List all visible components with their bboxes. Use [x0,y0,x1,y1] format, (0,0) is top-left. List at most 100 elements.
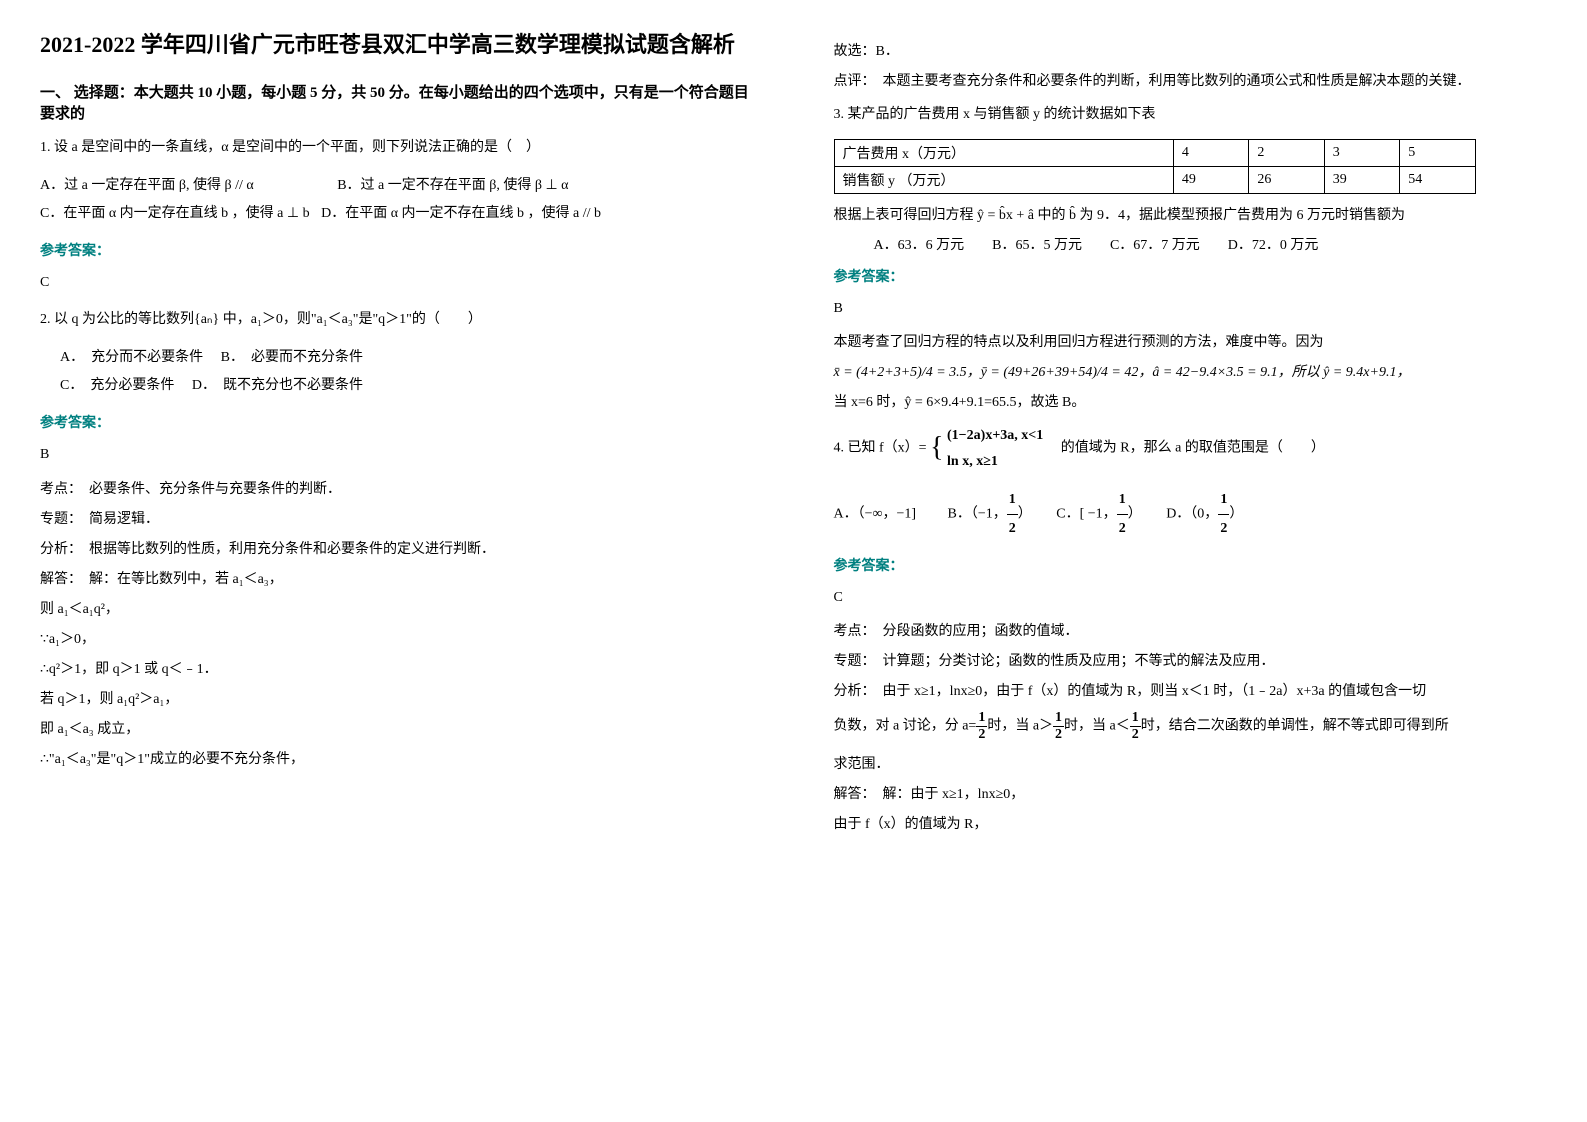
q4-stem: 4. 已知 f（x）= { (1−2a)x+3a, x<1 ln x, x≥1 … [834,423,1548,473]
piecewise: (1−2a)x+3a, x<1 ln x, x≥1 [947,423,1043,473]
q2-fenxi: 分析： 根据等比数列的性质，利用充分条件和必要条件的定义进行判断． [40,538,754,558]
kaodian-label: 考点： [834,624,869,639]
zhuanti-label: 专题： [40,512,75,527]
q4-jieda2: 由于 f（x）的值域为 R， [834,813,1548,833]
cell: 2 [1249,140,1324,167]
q2-kaodian: 考点： 必要条件、充分条件与充要条件的判断． [40,478,754,498]
q2-optC: C． 充分必要条件 [60,378,174,393]
q3-formula1: x̄ = (4+2+3+5)/4 = 3.5，ȳ = (49+26+39+54)… [834,361,1548,381]
den: 2 [1117,515,1128,543]
q2-optD: D． 既不充分也不必要条件 [192,378,363,393]
den: 2 [976,727,987,743]
q2-options: A． 充分而不必要条件 B． 必要而不充分条件 C． 充分必要条件 D． 既不充… [60,344,754,400]
q4-fenxi2: 负数，对 a 讨论，分 a=12时，当 a＞12时，当 a＜12时，结合二次函数… [834,710,1548,743]
fenxi-label: 分析： [834,684,869,699]
jieda7: ∴"a₁＜a₃"是"q＞1"成立的必要不充分条件， [40,748,754,768]
fenxi-text: 根据等比数列的性质，利用充分条件和必要条件的定义进行判断． [89,542,495,557]
q3-explain2: 当 x=6 时，ŷ = 6×9.4+9.1=65.5，故选 B。 [834,391,1548,411]
frac: 12 [1117,486,1128,543]
kaodian-text: 必要条件、充分条件与充要条件的判断． [89,482,341,497]
q2-answer: B [40,442,754,467]
table-row: 广告费用 x（万元） 4 2 3 5 [834,140,1475,167]
q3-options: A．63．6 万元 B．65．5 万元 C．67．7 万元 D．72．0 万元 [874,234,1548,254]
den: 2 [1007,515,1018,543]
q3-stem: 3. 某产品的广告费用 x 与销售额 y 的统计数据如下表 [834,102,1548,127]
right-column: 故选：B． 点评： 本题主要考查充分条件和必要条件的判断，利用等比数列的通项公式… [794,0,1587,1122]
jieda8: 故选：B． [834,40,1548,60]
q4-optD: D．（0， [1166,506,1218,521]
jieda1: 解：由于 x≥1，lnx≥0， [883,787,1025,802]
jieda-label: 解答： [40,572,75,587]
cell: 39 [1324,167,1399,194]
q1-answer-label: 参考答案： [40,240,754,260]
cell: 销售额 y （万元） [834,167,1173,194]
q3-answer: B [834,296,1548,321]
q4-kaodian: 考点： 分段函数的应用；函数的值域． [834,620,1548,640]
jieda2: 则 a₁＜a₁q²， [40,598,754,618]
zhuanti-text: 简易逻辑． [89,512,159,527]
num: 1 [1130,710,1141,727]
q2-dianping: 点评： 本题主要考查充分条件和必要条件的判断，利用等比数列的通项公式和性质是解决… [834,70,1548,90]
jieda4: ∴q²＞1，即 q＞1 或 q＜﹣1． [40,658,754,678]
q4-answer-label: 参考答案： [834,555,1548,575]
zhuanti-label: 专题： [834,654,869,669]
q1-optD: D．在平面 α 内一定不存在直线 b ，使得 a // b [321,206,601,221]
q2-optA: A． 充分而不必要条件 [60,350,203,365]
q1-options: A．过 a 一定存在平面 β, 使得 β // α B．过 a 一定不存在平面 … [40,172,754,228]
jieda-label: 解答： [834,787,869,802]
fenxi2-mid2: 时，当 a＜ [1064,719,1130,734]
q2-optB: B． 必要而不充分条件 [221,350,363,365]
dianping-label: 点评： [834,74,869,89]
frac: 12 [1130,710,1141,743]
num: 1 [1117,486,1128,515]
fenxi-text: 由于 x≥1，lnx≥0，由于 f（x）的值域为 R，则当 x＜1 时，（1﹣2… [883,684,1427,699]
jieda5: 若 q＞1，则 a₁q²＞a₁， [40,688,754,708]
frac: 12 [1218,486,1229,543]
jieda1: 解：在等比数列中，若 a₁＜a₃， [89,572,283,587]
fenxi-label: 分析： [40,542,75,557]
q2-zhuanti: 专题： 简易逻辑． [40,508,754,528]
cell: 26 [1249,167,1324,194]
cell: 3 [1324,140,1399,167]
num: 1 [976,710,987,727]
zhuanti-text: 计算题；分类讨论；函数的性质及应用；不等式的解法及应用． [883,654,1275,669]
num: 1 [1007,486,1018,515]
q4-options: A．（−∞，−1] B．（−1，12） C．[ −1，12） D．（0，12） [834,486,1548,543]
q1-answer: C [40,270,754,295]
q2-answer-label: 参考答案： [40,412,754,432]
table-row: 销售额 y （万元） 49 26 39 54 [834,167,1475,194]
den: 2 [1053,727,1064,743]
q4-suffix: 的值域为 R，那么 a 的取值范围是（ ） [1061,441,1325,456]
q3-explain1: 本题考查了回归方程的特点以及利用回归方程进行预测的方法，难度中等。因为 [834,331,1548,351]
q3-table: 广告费用 x（万元） 4 2 3 5 销售额 y （万元） 49 26 39 5… [834,139,1476,194]
jieda6: 即 a₁＜a₃ 成立， [40,718,754,738]
q4-optC: C．[ −1， [1056,506,1116,521]
brace-icon: { [930,423,943,473]
piece2: ln x, x≥1 [947,449,1043,474]
dianping-text: 本题主要考查充分条件和必要条件的判断，利用等比数列的通项公式和性质是解决本题的关… [883,74,1471,89]
kaodian-label: 考点： [40,482,75,497]
den: 2 [1218,515,1229,543]
frac: 12 [1007,486,1018,543]
cell: 49 [1173,167,1248,194]
q4-zhuanti: 专题： 计算题；分类讨论；函数的性质及应用；不等式的解法及应用． [834,650,1548,670]
cell: 广告费用 x（万元） [834,140,1173,167]
frac: 12 [976,710,987,743]
frac: 12 [1053,710,1064,743]
fenxi2-mid1: 时，当 a＞ [987,719,1053,734]
kaodian-text: 分段函数的应用；函数的值域． [883,624,1079,639]
jieda3: ∵a₁＞0， [40,628,754,648]
q3-answer-label: 参考答案： [834,266,1548,286]
q4-optA: A．（−∞，−1] [834,506,917,521]
q2-stem: 2. 以 q 为公比的等比数列{aₙ} 中，a₁＞0，则"a₁＜a₃"是"q＞1… [40,307,754,332]
q2-jieda: 解答： 解：在等比数列中，若 a₁＜a₃， [40,568,754,588]
q3-line2: 根据上表可得回归方程 ŷ = b̂x + â 中的 b̂ 为 9．4，据此模型预… [834,204,1548,224]
left-column: 2021-2022 学年四川省广元市旺苍县双汇中学高三数学理模拟试题含解析 一、… [0,0,794,1122]
document-title: 2021-2022 学年四川省广元市旺苍县双汇中学高三数学理模拟试题含解析 [40,30,754,61]
cell: 5 [1400,140,1475,167]
num: 1 [1218,486,1229,515]
fenxi2-prefix: 负数，对 a 讨论，分 a= [834,719,977,734]
q4-answer: C [834,585,1548,610]
q1-optB: B．过 a 一定不存在平面 β, 使得 β ⊥ α [337,178,568,193]
q4-prefix: 4. 已知 f（x）= [834,441,927,456]
